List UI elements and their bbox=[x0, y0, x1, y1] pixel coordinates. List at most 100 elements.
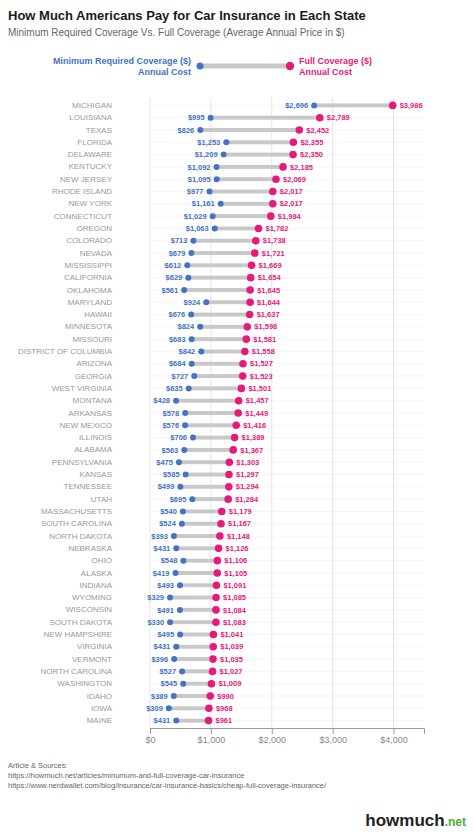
source: Article & Sources:https://howmuch.net/ar… bbox=[8, 761, 327, 790]
data-label: $2,185 bbox=[290, 163, 313, 172]
x-tick-label: $3,000 bbox=[319, 735, 347, 745]
full-dot bbox=[213, 581, 221, 589]
full-dot bbox=[208, 680, 216, 688]
min-dot bbox=[173, 398, 179, 404]
data-label: $431 bbox=[154, 642, 171, 651]
min-dot bbox=[177, 607, 183, 613]
full-dot bbox=[239, 360, 247, 368]
full-dot bbox=[214, 557, 222, 565]
x-tick-label: $1,000 bbox=[198, 735, 226, 745]
full-dot bbox=[239, 372, 247, 380]
min-dot bbox=[181, 287, 187, 293]
data-label: $824 bbox=[177, 322, 195, 331]
x-axis: $0$1,000$2,000$3,000$4,000 bbox=[145, 728, 424, 745]
min-dot bbox=[182, 422, 188, 428]
category-label: ARIZONA bbox=[76, 359, 112, 368]
data-label: $1,637 bbox=[257, 310, 280, 319]
connector-bar bbox=[185, 423, 236, 427]
data-label: $548 bbox=[161, 556, 178, 565]
full-dot bbox=[272, 175, 280, 183]
connector-bar bbox=[188, 276, 250, 280]
connector-bar bbox=[193, 239, 255, 243]
connector-bar bbox=[216, 165, 283, 169]
min-dot bbox=[171, 693, 177, 699]
min-dot bbox=[181, 447, 187, 453]
data-label: $329 bbox=[147, 593, 164, 602]
y-tick: DISTRICT OF COLUMBIA bbox=[18, 347, 150, 356]
category-label: NEBRASKA bbox=[68, 544, 112, 553]
min-dot bbox=[173, 545, 179, 551]
min-dot bbox=[191, 373, 197, 379]
data-label: $1,083 bbox=[223, 618, 246, 627]
y-tick: ALABAMA bbox=[74, 445, 150, 454]
min-dot bbox=[223, 139, 229, 145]
data-label: $1,179 bbox=[229, 507, 252, 516]
y-tick: NEVADA bbox=[80, 249, 150, 258]
data-label: $977 bbox=[187, 187, 204, 196]
category-label: MONTANA bbox=[73, 396, 113, 405]
data-label: $2,696 bbox=[285, 101, 308, 110]
connector-bar bbox=[183, 682, 211, 686]
data-label: $1,039 bbox=[220, 642, 243, 651]
min-dot bbox=[212, 225, 218, 231]
min-dot bbox=[198, 348, 204, 354]
category-label: TEXAS bbox=[86, 126, 112, 135]
y-tick: OHIO bbox=[92, 556, 150, 565]
legend-connector bbox=[200, 64, 290, 69]
legend-marker bbox=[197, 63, 204, 70]
full-dot bbox=[218, 508, 226, 516]
data-label: $629 bbox=[166, 273, 183, 282]
data-label: $713 bbox=[171, 236, 188, 245]
category-label: TENNESSEE bbox=[64, 482, 112, 491]
full-dot bbox=[212, 594, 220, 602]
y-tick: OREGON bbox=[76, 224, 150, 233]
y-tick: NEW YORK bbox=[69, 199, 150, 208]
full-dot bbox=[246, 286, 254, 294]
data-label: $695 bbox=[170, 495, 187, 504]
y-tick: ALASKA bbox=[81, 569, 150, 578]
data-label: $1,063 bbox=[186, 224, 209, 233]
y-tick: CONNECTICUT bbox=[54, 212, 150, 221]
branding: howmuch.net bbox=[365, 811, 466, 830]
data-label: $1,721 bbox=[262, 249, 285, 258]
data-label: $635 bbox=[166, 384, 183, 393]
full-dot bbox=[247, 274, 255, 282]
y-tick: WISCONSIN bbox=[66, 605, 150, 614]
category-label: NEW YORK bbox=[69, 199, 113, 208]
min-dot bbox=[167, 595, 173, 601]
category-label: FLORIDA bbox=[77, 138, 112, 147]
connector-bar bbox=[191, 251, 254, 255]
connector-bar bbox=[215, 226, 259, 230]
data-label: $1,209 bbox=[195, 150, 218, 159]
connector-bar bbox=[170, 596, 216, 600]
category-label: KENTUCKY bbox=[68, 162, 112, 171]
data-label: $1,284 bbox=[235, 495, 259, 504]
category-label: IOWA bbox=[91, 704, 113, 713]
connector-bar bbox=[180, 485, 228, 489]
y-tick: RHODE ISLAND bbox=[52, 187, 150, 196]
data-label: $1,558 bbox=[252, 347, 275, 356]
connector-bar bbox=[182, 522, 221, 526]
min-dot bbox=[177, 484, 183, 490]
connector-bar bbox=[186, 473, 229, 477]
data-label: $431 bbox=[154, 544, 171, 553]
category-label: NORTH CAROLINA bbox=[41, 667, 113, 676]
y-tick: LOUISIANA bbox=[69, 113, 150, 122]
min-dot bbox=[179, 521, 185, 527]
min-dot bbox=[183, 472, 189, 478]
y-tick: MISSISSIPPI bbox=[64, 261, 150, 270]
full-dot bbox=[226, 458, 234, 466]
min-dot bbox=[167, 619, 173, 625]
full-dot bbox=[210, 631, 218, 639]
data-label: $3,986 bbox=[400, 101, 423, 110]
y-tick: MARYLAND bbox=[68, 298, 150, 307]
full-dot bbox=[209, 643, 217, 651]
connector-bar bbox=[226, 140, 293, 144]
y-tick: VIRGINIA bbox=[77, 642, 150, 651]
y-tick: MICHIGAN bbox=[72, 101, 150, 110]
connector-bar bbox=[314, 103, 393, 107]
category-label: VERMONT bbox=[72, 655, 112, 664]
full-dot bbox=[290, 138, 298, 146]
legend-label: Full Coverage ($)Annual Cost bbox=[299, 56, 372, 77]
full-dot bbox=[216, 532, 224, 540]
